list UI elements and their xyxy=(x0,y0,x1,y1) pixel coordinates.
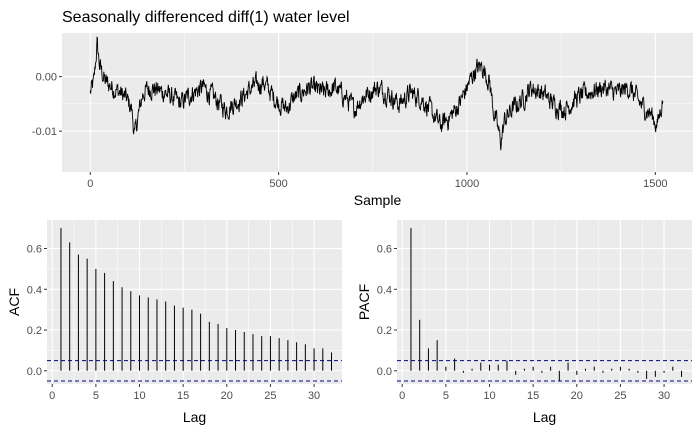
x-tick-label: 10 xyxy=(483,390,495,402)
series-line xyxy=(89,36,664,151)
x-tick-label: 25 xyxy=(264,390,276,402)
y-tick-label: 0.0 xyxy=(27,366,42,378)
x-tick-label: 0 xyxy=(399,390,405,402)
y-tick-label: 0.4 xyxy=(27,284,42,296)
time-series-x-axis-label: Sample xyxy=(354,192,402,208)
x-tick-label: 30 xyxy=(658,390,670,402)
y-tick-label: 0.00 xyxy=(36,72,57,84)
x-tick-label: 500 xyxy=(269,178,287,190)
y-tick-label: 0.2 xyxy=(377,325,392,337)
y-tick-label: 0.0 xyxy=(377,366,392,378)
x-tick-label: 5 xyxy=(443,390,449,402)
pacf-panel xyxy=(397,220,692,384)
pacf-plot: 0 5 10 15 20 25 30 0.0 0.2 0.4 0.6 Lag PACF xyxy=(356,220,692,425)
acf-y-axis-label: ACF xyxy=(6,288,22,316)
pacf-confidence-bands xyxy=(397,360,692,382)
time-series-panel xyxy=(62,33,693,172)
acf-bars xyxy=(60,228,333,371)
time-series-line xyxy=(89,36,664,151)
time-series-ticks: 0 500 1000 1500 0.00 -0.01 xyxy=(32,72,668,190)
x-tick-label: 0 xyxy=(49,390,55,402)
pacf-bars xyxy=(410,228,683,381)
acf-panel xyxy=(47,220,342,384)
time-series-gridlines xyxy=(62,33,693,172)
x-tick-label: 25 xyxy=(614,390,626,402)
y-tick-label: 0.4 xyxy=(377,284,392,296)
x-tick-label: 1000 xyxy=(455,178,479,190)
acf-x-axis-label: Lag xyxy=(183,409,206,425)
y-tick-label: 0.2 xyxy=(27,325,42,337)
y-tick-label: -0.01 xyxy=(32,126,57,138)
x-tick-label: 20 xyxy=(221,390,233,402)
figure-title: Seasonally differenced diff(1) water lev… xyxy=(62,9,350,26)
acf-ticks: 0 5 10 15 20 25 30 0.0 0.2 0.4 0.6 xyxy=(27,244,320,402)
x-tick-label: 15 xyxy=(177,390,189,402)
pacf-ticks: 0 5 10 15 20 25 30 0.0 0.2 0.4 0.6 xyxy=(377,244,670,402)
x-tick-label: 30 xyxy=(308,390,320,402)
x-tick-label: 1500 xyxy=(643,178,667,190)
pacf-y-axis-label: PACF xyxy=(356,284,372,320)
time-series-plot: 0 500 1000 1500 0.00 -0.01 Sample xyxy=(32,33,693,208)
acf-gridlines xyxy=(47,220,342,384)
x-tick-label: 20 xyxy=(571,390,583,402)
x-tick-label: 5 xyxy=(93,390,99,402)
x-tick-label: 0 xyxy=(87,178,93,190)
y-tick-label: 0.6 xyxy=(27,244,42,256)
pacf-x-axis-label: Lag xyxy=(533,409,556,425)
y-tick-label: 0.6 xyxy=(377,244,392,256)
x-tick-label: 10 xyxy=(133,390,145,402)
acf-plot: 0 5 10 15 20 25 30 0.0 0.2 0.4 0.6 Lag ACF xyxy=(6,220,342,425)
x-tick-label: 15 xyxy=(527,390,539,402)
acf-confidence-bands xyxy=(47,360,342,382)
